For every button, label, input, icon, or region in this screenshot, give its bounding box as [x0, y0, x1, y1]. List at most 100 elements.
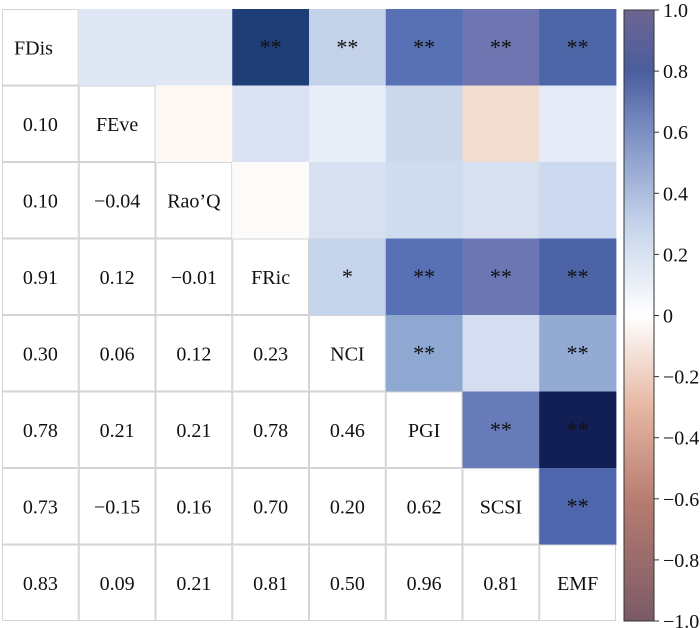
- heatmap-cell-3-4: [309, 238, 387, 316]
- colorbar-tick-label: 0.4: [663, 183, 688, 205]
- correlation-value: 0.16: [176, 496, 211, 518]
- lower-cell-1-0: [2, 85, 79, 162]
- heatmap-cell-6-7: [539, 468, 617, 545]
- colorbar-tick-label: −0.6: [663, 489, 699, 511]
- correlation-value: 0.06: [100, 343, 135, 365]
- heatmap-cell-2-5: [385, 162, 463, 239]
- lower-cell-6-0: [2, 468, 79, 545]
- significance-marker: **: [490, 417, 512, 442]
- lower-cell-7-7: [539, 544, 616, 621]
- lower-cell-7-6: [462, 544, 540, 621]
- significance-marker: **: [567, 264, 589, 289]
- lower-cell-6-5: [385, 468, 463, 545]
- correlation-value: 0.81: [253, 573, 288, 595]
- heatmap-cell-1-4: [309, 85, 387, 163]
- lower-cell-4-4: [309, 315, 386, 392]
- correlation-value: 0.46: [330, 420, 365, 442]
- correlation-value: 0.62: [407, 496, 442, 518]
- correlation-value: 0.30: [23, 343, 58, 365]
- variable-label: FEve: [96, 114, 138, 136]
- colorbar-tick-label: 0.2: [663, 244, 688, 266]
- variable-label: EMF: [557, 573, 598, 595]
- heatmap-cell-1-2: [155, 85, 233, 163]
- heatmap-cell-1-7: [539, 85, 617, 163]
- correlation-value: 0.20: [330, 496, 365, 518]
- colorbar-tick-label: −1.0: [663, 611, 699, 628]
- lower-cell-6-6: [462, 468, 540, 545]
- lower-cell-5-2: [155, 391, 233, 468]
- lower-cell-5-1: [78, 391, 156, 468]
- lower-cell-2-0: [2, 162, 79, 239]
- lower-cell-5-0: [2, 391, 79, 468]
- lower-cell-4-0: [2, 315, 79, 392]
- correlation-value: 0.21: [176, 573, 211, 595]
- lower-cell-6-1: [78, 468, 156, 545]
- correlation-value: 0.09: [100, 573, 135, 595]
- correlation-value: 0.70: [253, 496, 288, 518]
- lower-cell-7-1: [78, 544, 156, 621]
- colorbar: 1.0 0.8 0.6 0.4 0.2 0 −0.2 −0.4 −0.6 −0.8 −1.0: [623, 0, 699, 628]
- variable-label: SCSI: [480, 496, 522, 518]
- correlation-value: 0.78: [23, 420, 58, 442]
- heatmap-cell-2-6: [462, 162, 540, 239]
- correlation-value: 0.12: [100, 267, 135, 289]
- significance-marker: **: [567, 340, 589, 365]
- lower-cell-6-3: [232, 468, 309, 545]
- significance-marker: **: [413, 340, 435, 365]
- correlation-value: 0.23: [253, 343, 288, 365]
- lower-cell-5-5: [385, 391, 463, 468]
- variable-label: FDis: [14, 37, 53, 59]
- lower-cell-7-0: [2, 544, 79, 621]
- correlation-value: 0.91: [23, 267, 58, 289]
- significance-marker: **: [567, 417, 589, 442]
- heatmap-cell-2-3: [232, 162, 310, 239]
- colorbar-tick-label: −0.2: [663, 367, 699, 389]
- lower-cell-2-2: [155, 162, 233, 239]
- lower-cell-3-2: [155, 238, 233, 315]
- lower-cell-7-4: [309, 544, 386, 621]
- variable-label: PGI: [408, 420, 440, 442]
- colorbar-gradient: [623, 9, 655, 622]
- significance-marker: **: [336, 34, 358, 59]
- heatmap-cell-3-6: [462, 238, 540, 316]
- lower-cell-4-3: [232, 315, 309, 392]
- heatmap-cell-4-7: [539, 315, 617, 392]
- lower-cell-7-2: [155, 544, 233, 621]
- correlation-value: −0.01: [171, 267, 217, 289]
- heatmap-cell-5-6: [462, 391, 540, 469]
- variable-label: Rao’Q: [167, 190, 221, 212]
- heatmap-cell-1-6: [462, 85, 540, 163]
- lower-cell-7-5: [385, 544, 463, 621]
- correlation-value: 0.21: [100, 420, 135, 442]
- colorbar-tick-label: 1.0: [663, 0, 688, 22]
- lower-cell-0-0: [2, 9, 79, 86]
- lower-cell-2-1: [78, 162, 156, 239]
- significance-marker: *: [342, 264, 353, 289]
- heatmap-cell-3-7: [539, 238, 617, 316]
- significance-marker: **: [490, 34, 512, 59]
- lower-cell-3-1: [78, 238, 156, 315]
- correlation-value: 0.73: [23, 496, 58, 518]
- significance-marker: **: [567, 493, 589, 518]
- lower-cell-4-2: [155, 315, 233, 392]
- colorbar-tick-label: 0.6: [663, 122, 688, 144]
- heatmap-cell-0-3: [232, 9, 310, 86]
- correlation-value: 0.12: [176, 343, 211, 365]
- significance-marker: **: [567, 34, 589, 59]
- lower-cell-5-4: [309, 391, 386, 468]
- heatmap-cell-2-7: [539, 162, 617, 239]
- heatmap-cell-0-4: [309, 9, 387, 86]
- lower-cell-3-0: [2, 238, 79, 315]
- variable-label: FRic: [251, 267, 290, 289]
- colorbar-tick-label: 0: [663, 306, 673, 328]
- lower-cell-5-3: [232, 391, 309, 468]
- correlation-value: 0.78: [253, 420, 288, 442]
- heatmap-cell-0-2: [155, 9, 233, 86]
- correlation-value: 0.21: [176, 420, 211, 442]
- correlation-value: −0.15: [94, 496, 140, 518]
- colorbar-tick-label: 0.8: [663, 61, 688, 83]
- heatmap-cell-3-5: [385, 238, 463, 316]
- correlation-value: 0.83: [23, 573, 58, 595]
- heatmap-cell-0-7: [539, 9, 617, 86]
